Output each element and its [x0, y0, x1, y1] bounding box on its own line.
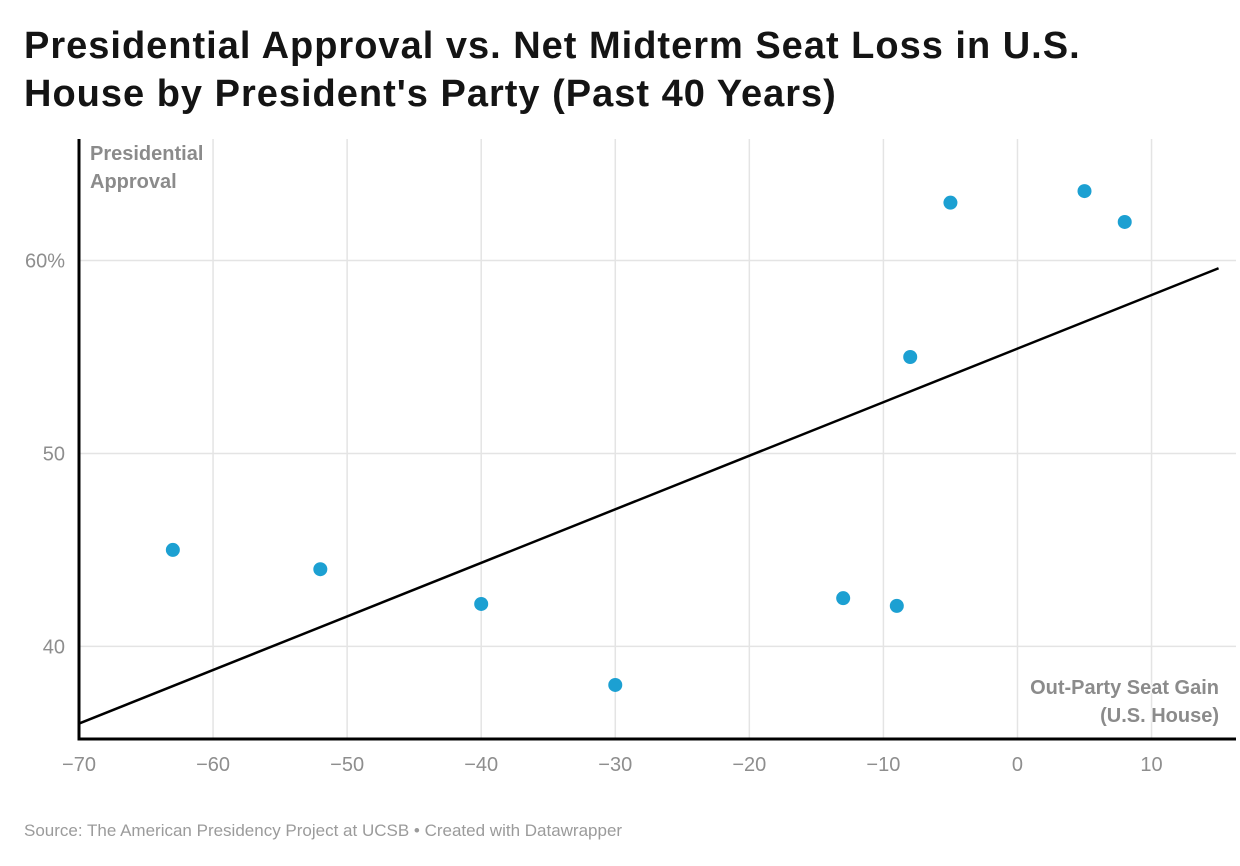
data-point — [889, 598, 904, 613]
trend-line — [78, 267, 1220, 725]
data-point — [1117, 214, 1132, 229]
source-note: Source: The American Presidency Project … — [24, 821, 623, 840]
x-tick-label: −10 — [866, 754, 900, 776]
x-tick-label: −70 — [62, 754, 96, 776]
x-tick-label: −50 — [330, 754, 364, 776]
x-tick-label: −30 — [598, 754, 632, 776]
x-tick-label: −60 — [196, 754, 230, 776]
data-point — [836, 591, 851, 606]
x-tick-label: −20 — [732, 754, 766, 776]
x-tick-label: 0 — [1012, 754, 1023, 776]
data-point — [608, 677, 623, 692]
x-tick-label: −40 — [464, 754, 498, 776]
y-tick-label: 40 — [43, 636, 65, 658]
data-point — [474, 596, 489, 611]
x-tick-label: 10 — [1140, 754, 1162, 776]
y-tick-label: 50 — [43, 443, 65, 465]
data-point — [313, 562, 328, 577]
y-axis-label: Presidential Approval — [90, 143, 204, 193]
data-point — [903, 350, 918, 365]
data-point — [1077, 184, 1092, 199]
y-tick-label: 60% — [25, 251, 65, 273]
data-point — [165, 542, 180, 557]
chart-title: Presidential Approval vs. Net Midterm Se… — [24, 25, 1081, 115]
data-point — [943, 195, 958, 210]
x-axis-label: Out-Party Seat Gain (U.S. House) — [1030, 677, 1219, 727]
